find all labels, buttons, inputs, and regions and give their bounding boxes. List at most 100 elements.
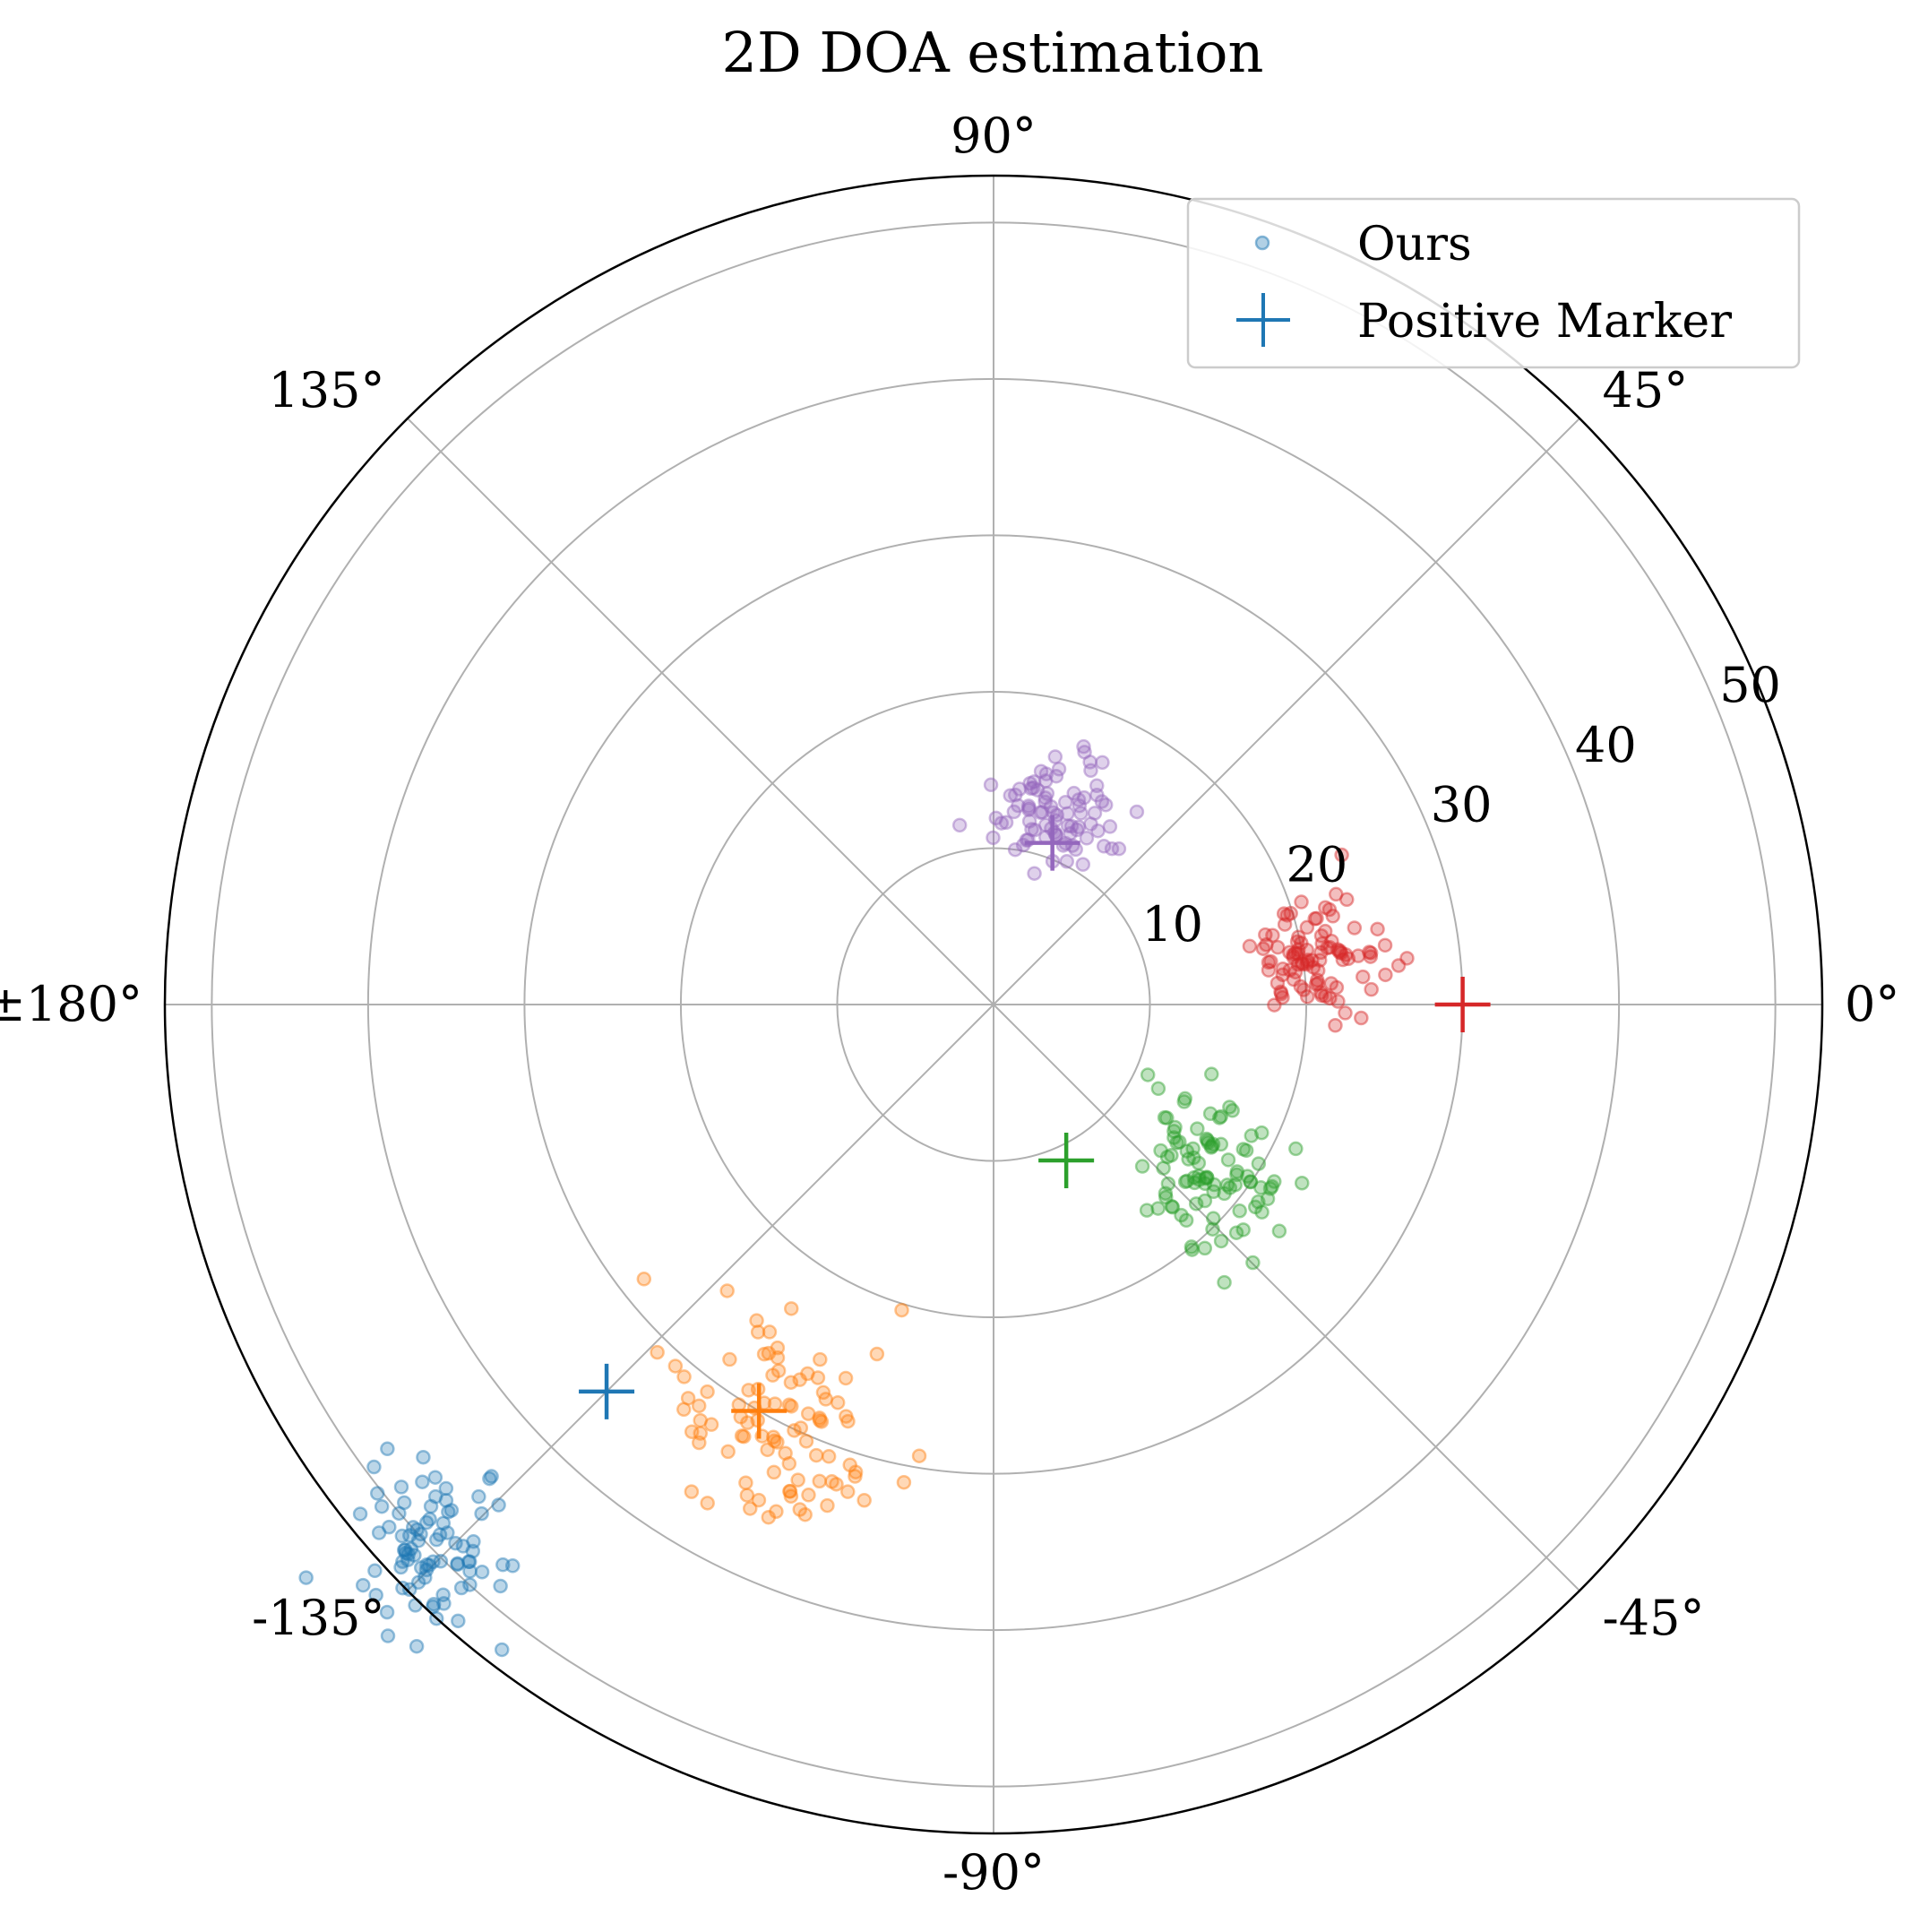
data-point-green: [1244, 1128, 1260, 1143]
data-point-purple: [1021, 802, 1037, 817]
data-point-orange: [815, 1384, 831, 1401]
data-point-orange: [751, 1492, 767, 1508]
data-point-orange: [734, 1428, 750, 1444]
data-point-green: [1262, 1181, 1278, 1196]
data-point-orange: [743, 1501, 758, 1516]
data-point-orange: [738, 1475, 753, 1490]
data-point-purple: [1094, 794, 1110, 809]
data-point-purple: [1087, 806, 1103, 821]
data-point-red: [1338, 947, 1354, 962]
data-point-green: [1253, 1180, 1269, 1195]
data-point-green: [1156, 1160, 1171, 1176]
data-point-purple: [1047, 749, 1063, 764]
theta-tick-label: 45°: [1603, 362, 1689, 418]
data-point-red: [1320, 940, 1335, 956]
data-point-orange: [824, 1474, 839, 1489]
data-point-orange: [693, 1412, 708, 1428]
data-point-orange: [784, 1301, 799, 1316]
data-point-green: [1192, 1172, 1207, 1187]
data-point-red: [1322, 990, 1338, 1006]
data-point-orange: [719, 1283, 735, 1298]
data-point-blue: [409, 1522, 425, 1538]
data-point-blue: [355, 1577, 371, 1593]
data-point-green: [1188, 1196, 1204, 1212]
data-point-blue: [368, 1587, 383, 1603]
data-point-blue: [402, 1528, 417, 1543]
data-point-green: [1167, 1119, 1183, 1135]
data-point-blue: [448, 1535, 463, 1551]
data-point-green: [1205, 1221, 1220, 1237]
data-point-purple: [1066, 785, 1081, 801]
angular-gridline-45: [993, 418, 1580, 1005]
data-point-red: [1242, 938, 1258, 954]
data-point-orange: [787, 1423, 802, 1438]
data-point-orange: [812, 1412, 828, 1428]
data-point-purple: [1023, 781, 1039, 797]
data-point-red: [1312, 953, 1328, 968]
data-point-purple: [1043, 798, 1059, 815]
data-point-blue: [495, 1557, 511, 1573]
theta-tick-label: ±180°: [0, 976, 142, 1032]
data-point-purple: [1077, 745, 1092, 760]
data-point-orange: [700, 1384, 715, 1400]
data-point-green: [1211, 1110, 1227, 1126]
data-point-purple: [1063, 818, 1080, 834]
data-point-green: [1169, 1135, 1184, 1151]
data-point-purple: [1027, 866, 1042, 881]
data-point-purple: [1095, 755, 1110, 771]
data-point-red: [1338, 1005, 1353, 1021]
data-point-red: [1287, 964, 1304, 980]
polar-grid: [165, 176, 1822, 1833]
data-point-blue: [382, 1519, 397, 1535]
data-point-orange: [667, 1358, 684, 1374]
data-point-blue: [427, 1470, 443, 1485]
data-point-orange: [838, 1370, 854, 1386]
data-point-blue: [395, 1554, 410, 1569]
data-point-orange: [770, 1435, 785, 1450]
data-point-purple: [1003, 788, 1019, 803]
data-point-blue: [471, 1488, 486, 1505]
angular-gridline--135: [407, 1004, 994, 1591]
data-point-green: [1248, 1199, 1263, 1215]
data-point-red: [1318, 988, 1333, 1004]
data-point-red: [1313, 927, 1330, 944]
data-point-red: [1318, 900, 1333, 915]
data-point-red: [1275, 961, 1291, 977]
data-point-green: [1288, 1141, 1304, 1157]
data-point-blue: [393, 1559, 409, 1575]
data-point-green: [1217, 1274, 1232, 1290]
data-point-red: [1330, 994, 1346, 1009]
data-point-orange: [762, 1324, 778, 1340]
data-point-green: [1174, 1207, 1189, 1223]
data-point-red: [1329, 979, 1345, 996]
data-point-red: [1335, 952, 1351, 968]
data-point-green: [1228, 1225, 1244, 1240]
theta-tick-label: -135°: [252, 1590, 384, 1646]
data-point-orange: [700, 1496, 715, 1511]
data-point-blue: [417, 1570, 433, 1585]
data-point-purple: [1051, 761, 1067, 777]
scatter-points: [298, 738, 1415, 1658]
data-point-orange: [693, 1426, 709, 1441]
data-point-green: [1264, 1178, 1279, 1195]
data-point-red: [1282, 962, 1298, 978]
data-point-red: [1255, 941, 1271, 956]
data-point-green: [1207, 1177, 1222, 1193]
data-point-orange: [792, 1502, 808, 1517]
data-point-green: [1164, 1199, 1180, 1214]
data-point-green: [1229, 1167, 1244, 1183]
data-point-purple: [1079, 831, 1095, 846]
data-point-blue: [482, 1471, 497, 1487]
data-point-red: [1350, 948, 1366, 963]
data-point-orange: [812, 1473, 827, 1489]
data-point-green: [1150, 1201, 1166, 1216]
data-point-red: [1364, 981, 1379, 997]
data-point-green: [1232, 1203, 1247, 1219]
data-point-orange: [783, 1488, 799, 1505]
data-point-green: [1186, 1169, 1202, 1186]
data-point-red: [1299, 989, 1315, 1005]
data-point-purple: [1022, 775, 1037, 791]
data-point-red: [1286, 971, 1302, 988]
positive-marker-purple: [1024, 815, 1080, 871]
data-point-orange: [818, 1392, 833, 1407]
